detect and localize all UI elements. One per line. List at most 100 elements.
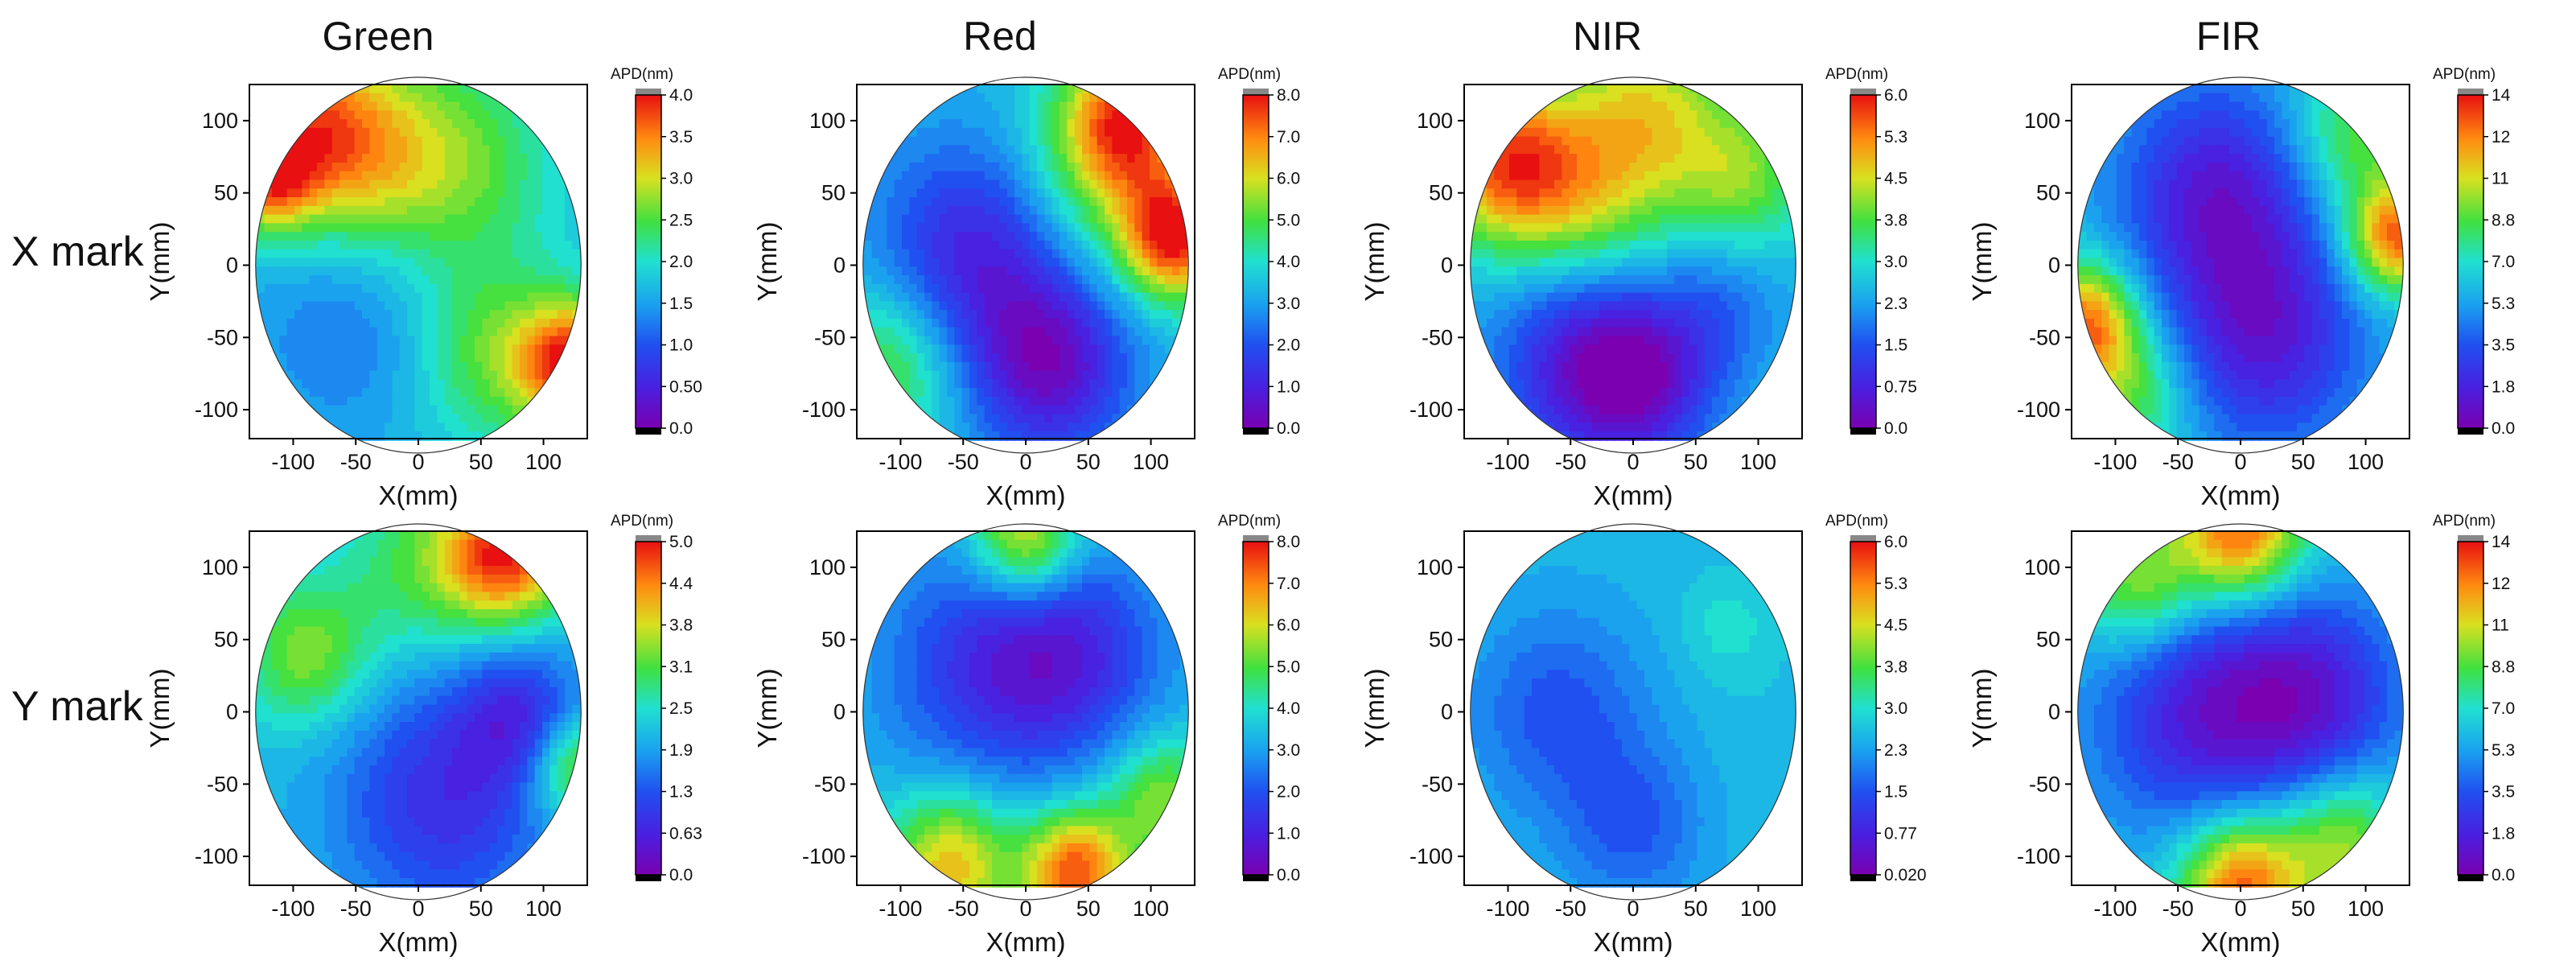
colorbar [1242,94,1269,429]
heat-cell [1787,197,1796,207]
heat-cell [1022,353,1031,363]
heat-cell [257,301,265,311]
heat-cell [909,405,918,415]
heat-cell [1179,249,1188,259]
heat-cell [354,179,363,190]
heat-cell [864,240,873,250]
heat-cell [385,275,393,285]
heat-cell [939,127,948,138]
heat-cell [504,283,513,294]
heat-cell [999,370,1008,381]
heat-cell [565,379,574,390]
heat-cell [1142,93,1150,103]
heat-cell [1516,214,1525,225]
heat-cell [1150,396,1158,406]
heat-cell [392,232,401,241]
heat-cell [1539,205,1548,216]
heat-cell [1487,93,1496,103]
heat-cell [1119,353,1128,363]
heat-cell [302,171,311,181]
heat-cell [1157,266,1166,277]
heat-cell [984,301,993,311]
heat-cell [430,171,438,181]
heat-cell [1060,240,1068,250]
heat-cell [1757,197,1766,207]
heat-cell [902,283,911,294]
heat-cell [549,249,558,259]
x-tick-label: 50 [1076,450,1101,474]
heat-cell [520,414,529,424]
heat-cell [504,145,513,155]
heat-cell [1749,266,1758,277]
heat-cell [1607,232,1615,241]
heat-cell [272,344,281,355]
heat-cell [467,93,475,103]
heat-cell [1532,188,1541,199]
heat-cell [309,93,318,103]
heat-cell [565,154,574,163]
heat-cell [992,154,1001,163]
heat-cell [1726,85,1735,94]
heat-cell [1697,110,1706,121]
heat-cell [961,162,970,172]
heat-cell [1532,310,1541,320]
heat-cell [1614,301,1623,311]
heat-cell [1494,188,1503,199]
heat-cell [939,414,948,424]
heat-cell [864,344,873,355]
heat-cell [475,223,484,233]
heat-cell [871,188,880,199]
heat-cell [1179,396,1188,406]
heat-cell [1569,205,1578,216]
heat-cell [999,318,1008,328]
heat-cell [347,310,356,320]
heat-cell [1562,93,1570,103]
heat-cell [512,188,521,199]
heat-cell [999,327,1008,337]
heat-cell [279,188,288,199]
heat-cell [1060,205,1068,216]
heat-cell [1546,310,1555,320]
heat-cell [264,197,273,207]
heat-cell [1097,258,1105,268]
heat-cell [549,171,558,181]
heat-cell [1014,232,1023,241]
heat-cell [887,162,895,172]
heat-cell [1089,232,1098,241]
heat-cell [1546,179,1555,190]
heat-cell [542,179,551,190]
heat-cell [954,361,963,372]
heat-cell [864,188,873,199]
heat-cell [482,344,491,355]
heat-cell [977,179,986,190]
heat-cell [459,301,468,311]
heat-cell [1562,136,1570,146]
heat-cell [1659,162,1668,172]
heat-cell [557,327,566,337]
heat-cell [939,353,948,363]
heat-cell [909,301,918,311]
heat-cell [362,370,371,381]
heat-cell [1577,93,1586,103]
heat-cell [947,318,956,328]
heat-cell [1787,93,1796,103]
heat-cell [1051,275,1060,285]
heat-cell [1487,240,1496,250]
heat-cell [1022,266,1031,277]
heat-cell [497,266,506,277]
heat-cell [324,179,333,190]
heat-cell [1142,188,1150,199]
heat-cell [272,310,281,320]
heat-cell [954,154,963,163]
heat-cell [871,370,880,381]
heat-cell [482,179,491,190]
heat-cell [1599,292,1608,303]
heat-cell [1734,179,1743,190]
heat-cell [549,205,558,216]
heat-cell [1749,85,1758,94]
heat-cell [871,301,880,311]
heat-cell [887,171,895,181]
heat-cell [1569,223,1578,233]
heat-cell [1127,240,1136,250]
heat-cell [1659,93,1668,103]
